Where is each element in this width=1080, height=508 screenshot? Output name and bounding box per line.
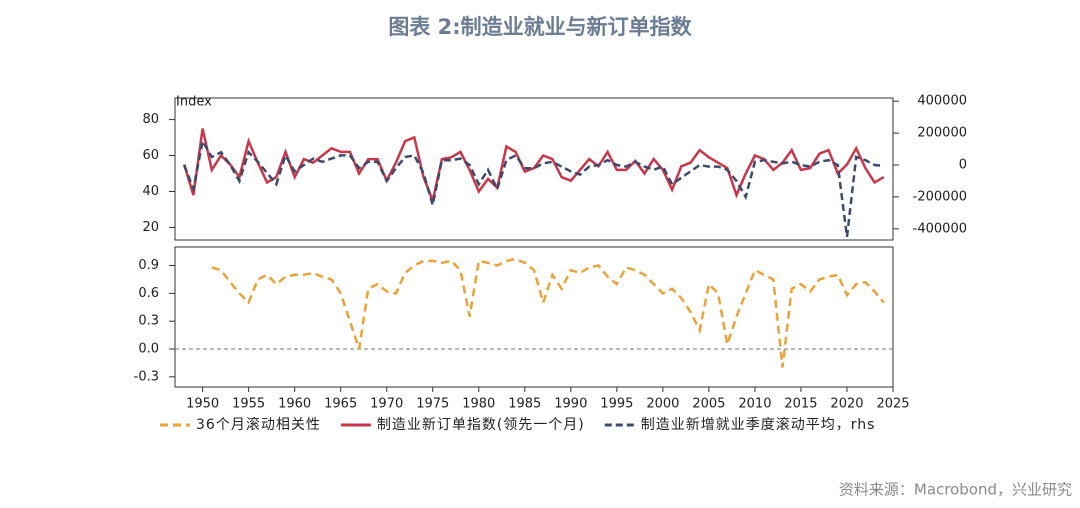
x-tick-label: 2015 xyxy=(784,397,817,412)
y-tick-label: 0.3 xyxy=(138,314,159,329)
x-tick-label: 2020 xyxy=(830,397,863,412)
x-tick-label: 1980 xyxy=(462,397,495,412)
y2-tick-label: 200000 xyxy=(917,126,967,141)
title: 图表 2:制造业就业与新订单指数 xyxy=(388,15,692,39)
x-tick-label: 2005 xyxy=(692,397,725,412)
x-tick-label: 1995 xyxy=(600,397,633,412)
y-tick-label: 60 xyxy=(142,148,159,163)
series-line xyxy=(183,137,884,237)
legend-label: 制造业新订单指数(领先一个月) xyxy=(377,417,585,433)
y-tick-label: 20 xyxy=(142,220,159,235)
x-tick-label: 1970 xyxy=(370,397,403,412)
y2-tick-label: -200000 xyxy=(913,189,967,204)
y-tick-label: 0.0 xyxy=(138,341,159,356)
y-tick-label: -0.3 xyxy=(134,369,159,384)
y2-tick-label: 0 xyxy=(959,158,967,173)
x-tick-label: 2025 xyxy=(876,397,909,412)
x-tick-label: 2000 xyxy=(646,397,679,412)
x-tick-label: 1985 xyxy=(508,397,541,412)
x-tick-label: 1965 xyxy=(324,397,357,412)
y-axis-label: Index xyxy=(176,95,212,110)
plot-frame xyxy=(174,97,894,241)
x-tick-label: 1960 xyxy=(278,397,311,412)
y-tick-label: 80 xyxy=(142,112,159,127)
plot-frame xyxy=(174,246,894,388)
x-tick-label: 1975 xyxy=(416,397,449,412)
y-tick-label: 0.9 xyxy=(138,258,159,273)
legend-label: 制造业新增就业季度滚动平均，rhs xyxy=(641,416,876,433)
y2-tick-label: 400000 xyxy=(917,94,967,109)
y2-tick-label: -400000 xyxy=(913,221,967,236)
legend-label: 36个月滚动相关性 xyxy=(196,416,321,433)
y-tick-label: 40 xyxy=(142,184,159,199)
source: 资料来源：Macrobond，兴业研究 xyxy=(839,481,1072,499)
x-tick-label: 2010 xyxy=(738,397,771,412)
x-tick-label: 1990 xyxy=(554,397,587,412)
x-tick-label: 1955 xyxy=(232,397,265,412)
y-tick-label: 0.6 xyxy=(138,286,159,301)
series-line xyxy=(183,128,885,205)
x-tick-label: 1950 xyxy=(186,397,219,412)
series-line xyxy=(211,257,885,368)
